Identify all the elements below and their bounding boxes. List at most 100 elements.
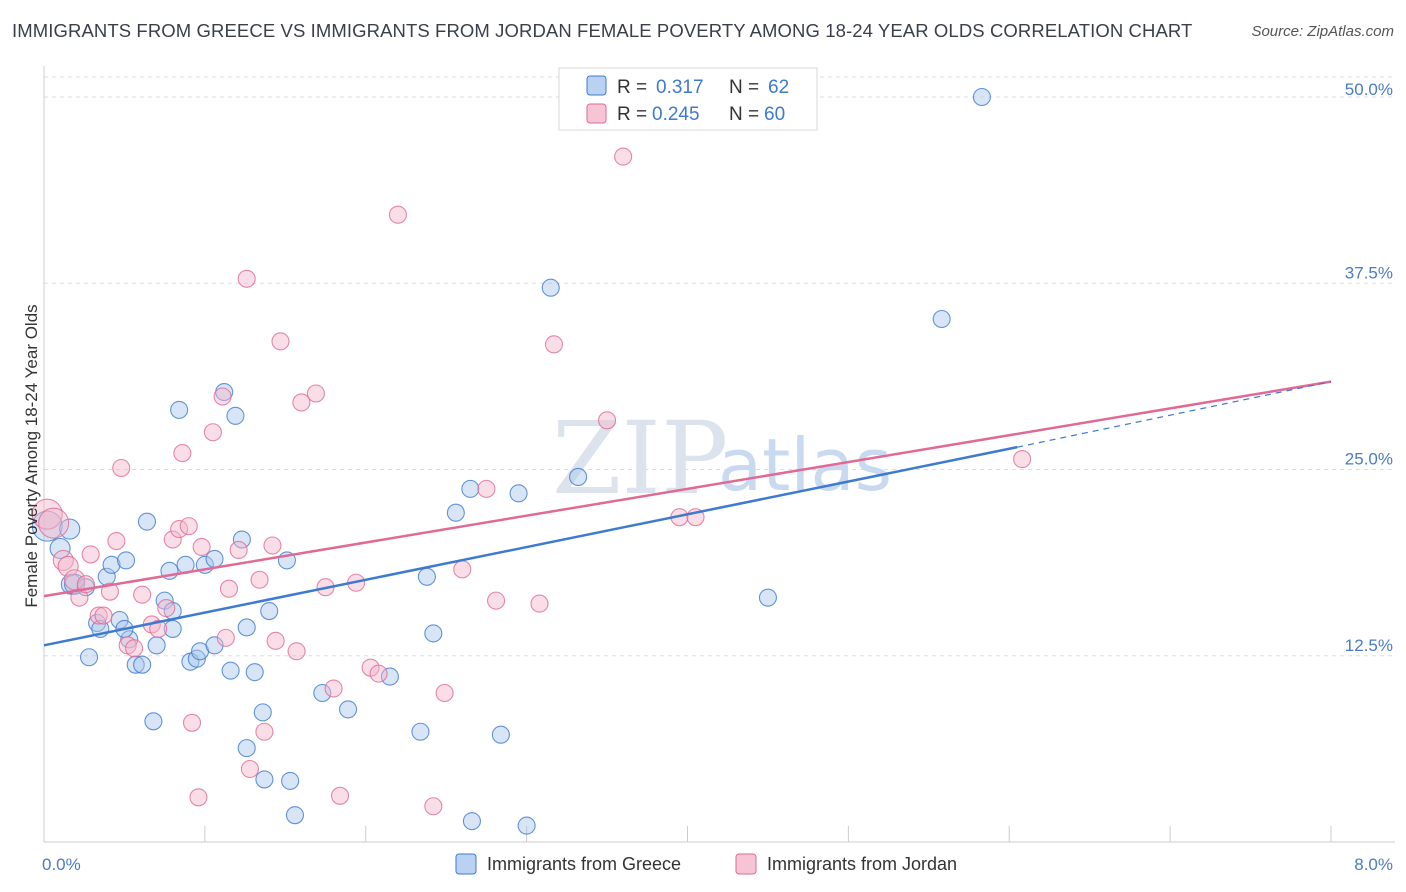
legend-greece-n-label: N = xyxy=(729,77,759,98)
jordan-point-29 xyxy=(219,579,239,598)
y-tick-label-2: 37.5% xyxy=(1345,263,1393,282)
jordan-point-54 xyxy=(598,411,617,430)
series-greece-points xyxy=(31,87,991,835)
jordan-point-15 xyxy=(133,585,152,604)
jordan-point-11 xyxy=(107,531,126,551)
jordan-point-12 xyxy=(112,458,131,478)
greece-point-17 xyxy=(144,712,163,731)
jordan-point-24 xyxy=(189,788,208,807)
legend-jordan-r-value: 0.245 xyxy=(652,104,700,125)
source-credit: Source: ZipAtlas.com xyxy=(1251,23,1394,40)
jordan-point-23 xyxy=(182,713,202,732)
jordan-point-51 xyxy=(487,591,506,610)
legend-jordan-r-label: R = xyxy=(617,104,647,125)
jordan-point-27 xyxy=(213,387,232,406)
greece-point-2 xyxy=(59,518,81,540)
jordan-point-36 xyxy=(266,631,285,650)
y-tick-label-0: 12.5% xyxy=(1345,636,1393,655)
greece-point-28 xyxy=(205,636,224,655)
greece-point-56 xyxy=(569,467,588,487)
jordan-point-42 xyxy=(330,786,350,805)
legend-swatch-greece xyxy=(586,75,607,96)
greece-point-49 xyxy=(446,503,465,522)
jordan-point-28 xyxy=(216,628,235,647)
jordan-point-53 xyxy=(544,335,564,354)
jordan-point-22 xyxy=(179,517,198,536)
bottom-legend-greece: Immigrants from Greece xyxy=(487,854,681,874)
jordan-point-3 xyxy=(57,555,79,577)
jordan-point-4 xyxy=(64,569,86,591)
greece-point-37 xyxy=(253,703,272,722)
greece-point-33 xyxy=(232,530,251,549)
greece-point-51 xyxy=(462,812,481,831)
greece-point-39 xyxy=(260,601,279,621)
jordan-point-21 xyxy=(173,444,192,463)
jordan-point-32 xyxy=(240,759,259,779)
jordan-point-14 xyxy=(125,639,144,658)
jordan-point-37 xyxy=(271,332,290,351)
greece-point-61 xyxy=(147,636,166,655)
greece-point-20 xyxy=(163,619,182,638)
greece-point-22 xyxy=(170,400,189,419)
jordan-point-52 xyxy=(530,594,549,613)
greece-point-36 xyxy=(245,663,264,682)
legend-greece-n-value: 62 xyxy=(768,77,789,98)
trend-lines xyxy=(43,380,1332,647)
jordan-point-17 xyxy=(149,619,168,638)
greece-point-34 xyxy=(237,618,256,637)
greece-point-32 xyxy=(226,406,245,425)
jordan-point-33 xyxy=(250,570,269,589)
trend-line-jordan xyxy=(43,380,1332,598)
greece-point-41 xyxy=(281,771,300,790)
jordan-point-57 xyxy=(614,147,633,166)
series-jordan-points xyxy=(31,147,1032,816)
jordan-point-0 xyxy=(31,498,63,530)
jordan-point-9 xyxy=(94,606,113,625)
watermark-atlas: atlas xyxy=(718,423,892,507)
greece-point-6 xyxy=(79,648,99,667)
jordan-point-35 xyxy=(263,536,282,555)
jordan-point-18 xyxy=(157,599,176,618)
greece-point-50 xyxy=(461,479,480,498)
greece-point-52 xyxy=(491,725,510,744)
greece-point-15 xyxy=(133,655,152,674)
greece-point-53 xyxy=(509,484,528,503)
greece-point-13 xyxy=(120,630,139,649)
x-tick-label-1: 8.0% xyxy=(1354,855,1393,874)
jordan-point-48 xyxy=(435,683,454,703)
jordan-point-58 xyxy=(1013,450,1032,469)
greece-point-58 xyxy=(932,309,951,329)
greece-point-59 xyxy=(972,87,991,107)
y-tick-label-3: 50.0% xyxy=(1345,80,1393,99)
greece-point-31 xyxy=(221,661,240,680)
legend-greece-r-label: R = xyxy=(617,77,647,98)
greece-point-57 xyxy=(758,588,777,607)
jordan-point-39 xyxy=(306,384,325,403)
jordan-point-30 xyxy=(229,540,248,560)
greece-point-35 xyxy=(237,739,256,758)
greece-point-29 xyxy=(205,549,224,568)
jordan-point-41 xyxy=(324,679,343,698)
greece-point-38 xyxy=(255,770,274,789)
legend-greece-r-value: 0.317 xyxy=(656,77,704,98)
jordan-point-7 xyxy=(81,545,100,564)
x-tick-label-0: 0.0% xyxy=(42,855,81,874)
watermark-zip: ZIP xyxy=(552,400,728,517)
jordan-point-49 xyxy=(453,560,472,579)
chart-title: IMMIGRANTS FROM GREECE VS IMMIGRANTS FRO… xyxy=(12,20,1193,41)
bottom-legend-swatch-jordan xyxy=(735,853,757,875)
greece-point-1 xyxy=(49,537,71,560)
jordan-point-47 xyxy=(424,797,443,816)
greece-point-54 xyxy=(517,816,536,835)
legend-jordan-n-label: N = xyxy=(729,104,759,125)
legend-swatch-jordan xyxy=(586,103,607,124)
greece-point-45 xyxy=(380,667,399,686)
jordan-point-45 xyxy=(369,664,388,683)
greece-point-43 xyxy=(313,683,332,703)
greece-point-47 xyxy=(417,567,436,586)
bottom-legend-swatch-greece xyxy=(455,853,477,875)
greece-point-46 xyxy=(411,722,430,741)
trend-line-greece-extension xyxy=(1017,381,1332,448)
greece-point-42 xyxy=(285,806,305,825)
